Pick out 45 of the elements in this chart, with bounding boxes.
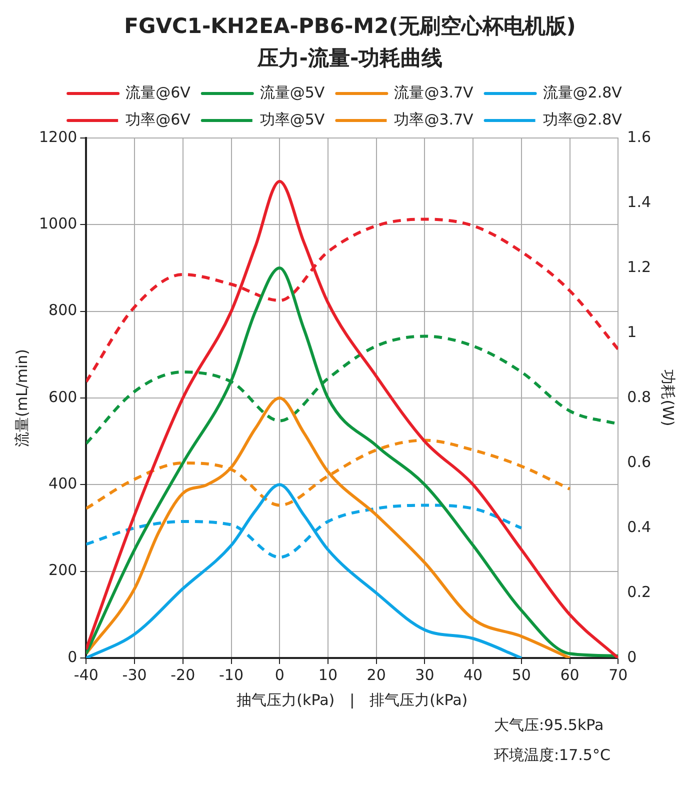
legend-label: 功率@6V: [126, 110, 192, 128]
legend-label: 功率@2.8V: [542, 110, 623, 128]
x-tick-label: 30: [415, 666, 434, 684]
chart-title: FGVC1-KH2EA-PB6-M2(无刷空心杯电机版): [123, 13, 577, 40]
legend-label: 流量@2.8V: [542, 83, 623, 102]
y2-tick-label: 1.2: [627, 258, 652, 276]
legend-label: 功率@3.7V: [394, 110, 474, 128]
line-series: [86, 396, 572, 658]
x-axis-title: 抽气压力(kPa) | 排气压力(kPa): [236, 690, 468, 709]
y-tick-label: 800: [48, 301, 78, 320]
x-tick-label: 70: [608, 666, 628, 684]
legend-label: 流量@3.7V: [394, 83, 474, 102]
y2-tick-label: 1: [627, 322, 637, 341]
x-tick-label: 0: [274, 666, 284, 684]
y2-tick-label: 0.6: [627, 452, 652, 471]
line-series: [86, 483, 523, 658]
y-axis-title: 流量(mL/min): [12, 348, 31, 448]
y2-axis-title: 功耗(W): [659, 370, 678, 426]
x-tick-label: -10: [219, 666, 244, 684]
y2-tick-label: 1.6: [627, 128, 652, 146]
legend-label: 流量@5V: [260, 83, 326, 102]
chart-subtitle: 压力-流量-功耗曲线: [256, 45, 444, 72]
x-tick-label: 20: [366, 666, 386, 684]
y2-tick-label: 0: [627, 648, 637, 666]
y-tick-label: 1200: [38, 128, 78, 146]
y-tick-label: 200: [48, 561, 78, 580]
x-tick-label: 50: [512, 666, 531, 684]
y2-tick-label: 1.4: [627, 192, 652, 211]
y-tick-label: 600: [48, 388, 78, 406]
x-tick-label: 60: [560, 666, 580, 684]
legend-label: 功率@5V: [260, 110, 326, 128]
y2-tick-label: 0.4: [627, 518, 652, 536]
x-tick-label: -40: [74, 666, 98, 684]
y-tick-label: 0: [68, 648, 78, 666]
y2-tick-label: 0.8: [627, 388, 652, 406]
x-tick-label: -30: [122, 666, 147, 684]
y-tick-label: 400: [48, 474, 78, 493]
y-tick-label: 1000: [38, 214, 78, 233]
y2-tick-label: 0.2: [627, 582, 652, 601]
legend-label: 流量@6V: [126, 83, 192, 102]
x-tick-label: 40: [464, 666, 483, 684]
x-tick-label: -20: [170, 666, 196, 684]
text: 环境温度:17.5°C: [494, 745, 610, 766]
text: 大气压:95.5kPa: [494, 715, 605, 736]
x-tick-label: 10: [318, 666, 338, 684]
